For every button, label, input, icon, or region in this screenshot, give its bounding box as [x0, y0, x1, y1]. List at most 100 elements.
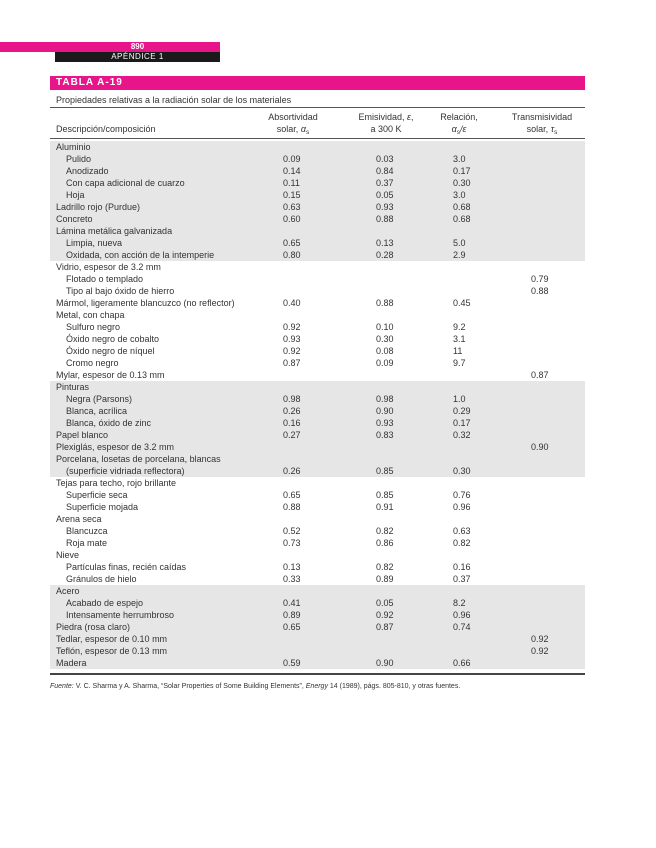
cell: 0.30 [453, 178, 471, 188]
row-label: Hoja [66, 190, 85, 200]
cell: 0.93 [283, 334, 301, 344]
cell: 0.30 [376, 334, 394, 344]
cell: 0.45 [453, 298, 471, 308]
cell: 0.16 [453, 562, 471, 572]
cell: 0.11 [283, 178, 300, 188]
cell: 0.32 [453, 430, 471, 440]
text-segment: Transmisividad [511, 112, 573, 122]
cell: 0.90 [531, 442, 549, 452]
row-label: Madera [56, 658, 87, 668]
row-label: Flotado o templado [66, 274, 144, 284]
row-label: (superficie vidriada reflectora) [66, 466, 185, 476]
row-label: Metal, con chapa [56, 310, 125, 320]
cell: 0.76 [453, 490, 471, 500]
text-segment: a 300 K [370, 124, 402, 134]
row-label: Pinturas [56, 382, 90, 392]
row-label: Cromo negro [66, 358, 119, 368]
cell: 0.33 [283, 574, 301, 584]
row-label: Óxido negro de níquel [66, 346, 155, 356]
cell: 0.87 [283, 358, 301, 368]
cell: 3.0 [453, 154, 466, 164]
row-label: Tedlar, espesor de 0.10 mm [56, 634, 168, 644]
row-label: Anodizado [66, 166, 109, 176]
text-segment: Absortividad [268, 112, 318, 122]
row-label: Concreto [56, 214, 93, 224]
cell: 1.0 [453, 394, 466, 404]
text-segment: s [305, 129, 310, 136]
cell: 0.96 [453, 610, 471, 620]
text-segment: Fuente: [50, 683, 74, 690]
cell: 0.68 [453, 202, 471, 212]
cell: 0.93 [376, 202, 394, 212]
row-label: Mármol, ligeramente blancuzco (no reflec… [56, 298, 235, 308]
cell: 0.65 [283, 238, 301, 248]
row-label: Plexiglás, espesor de 3.2 mm [56, 442, 175, 452]
cell: 0.26 [283, 406, 301, 416]
group-band [50, 381, 585, 477]
row-label: Arena seca [56, 514, 102, 524]
cell: 0.37 [453, 574, 471, 584]
row-label: Piedra (rosa claro) [56, 622, 131, 632]
text-segment: , [410, 112, 414, 122]
cell: 0.59 [283, 658, 301, 668]
row-label: Mylar, espesor de 0.13 mm [56, 370, 165, 380]
cell: 0.80 [283, 250, 301, 260]
cell: 0.84 [376, 166, 394, 176]
cell: 0.65 [283, 622, 301, 632]
row-label: Sulfuro negro [66, 322, 121, 332]
cell: 0.03 [376, 154, 394, 164]
cell: 0.93 [376, 418, 394, 428]
cell: 0.83 [376, 430, 394, 440]
cell: 9.2 [453, 322, 466, 332]
cell: 0.89 [283, 610, 301, 620]
group-band [50, 261, 585, 381]
cell: 0.28 [376, 250, 394, 260]
text-segment: /ε [459, 124, 467, 134]
cell: 0.05 [376, 190, 394, 200]
group-band [50, 477, 585, 585]
text-segment: solar, [276, 124, 301, 134]
column-header: Absortividad [243, 111, 343, 123]
rule [50, 138, 585, 139]
text-segment: V. C. Sharma y A. Sharma, “Solar Propert… [73, 683, 306, 690]
row-label: Superficie seca [66, 490, 128, 500]
cell: 0.26 [283, 466, 301, 476]
cell: 8.2 [453, 598, 466, 608]
cell: 0.87 [531, 370, 549, 380]
row-label: Nieve [56, 550, 80, 560]
cell: 0.17 [453, 166, 471, 176]
group-band [50, 141, 585, 261]
text-segment: Relación, [440, 112, 478, 122]
row-label: Lámina metálica galvanizada [56, 226, 173, 236]
text-segment: Energy [305, 683, 328, 690]
row-label: Gránulos de hielo [66, 574, 137, 584]
cell: 0.30 [453, 466, 471, 476]
cell: 9.7 [453, 358, 466, 368]
row-label: Tejas para techo, rojo brillante [56, 478, 177, 488]
row-label: Negra (Parsons) [66, 394, 133, 404]
row-label: Aluminio [56, 142, 91, 152]
text-segment: s [554, 129, 558, 136]
row-label: Óxido negro de cobalto [66, 334, 160, 344]
row-label: Acero [56, 586, 80, 596]
cell: 0.92 [531, 634, 549, 644]
cell: 0.37 [376, 178, 394, 188]
cell: 0.65 [283, 490, 301, 500]
rule [50, 107, 585, 108]
cell: 0.29 [453, 406, 471, 416]
cell: 0.17 [453, 418, 471, 428]
cell: 0.86 [376, 538, 394, 548]
cell: 0.90 [376, 658, 394, 668]
cell: 0.63 [453, 526, 471, 536]
row-label: Limpia, nueva [66, 238, 123, 248]
column-header: αs/ε [409, 123, 509, 139]
cell: 0.88 [376, 298, 394, 308]
text-segment: α [300, 124, 306, 134]
table-label-bar [50, 76, 585, 90]
cell: 0.05 [376, 598, 394, 608]
cell: 0.27 [283, 430, 301, 440]
table-label: TABLA A-19 [56, 77, 123, 88]
cell: 3.1 [453, 334, 466, 344]
rule [50, 673, 585, 675]
cell: 0.15 [283, 190, 301, 200]
